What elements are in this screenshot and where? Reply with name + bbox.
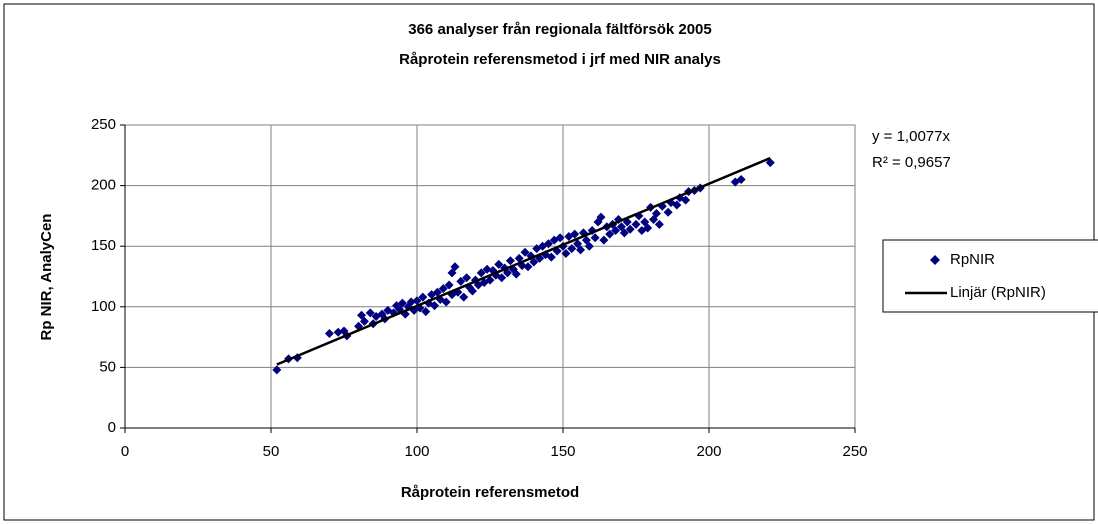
point: [467, 286, 477, 296]
point: [476, 268, 486, 278]
point: [643, 223, 653, 233]
y-tick-label: 200: [91, 177, 116, 194]
point: [450, 262, 460, 272]
point: [418, 292, 428, 302]
trendline: [276, 156, 771, 366]
point: [485, 275, 495, 285]
chart-title: 366 analyser från regionala fältförsök 2…: [408, 21, 711, 38]
chart-subtitle: Råprotein referensmetod i jrf med NIR an…: [399, 51, 721, 68]
legend-label: Linjär (RpNIR): [950, 284, 1046, 301]
point: [397, 298, 407, 308]
point: [631, 219, 641, 229]
x-tick-label: 250: [842, 443, 867, 460]
point: [663, 207, 673, 217]
point: [406, 297, 416, 307]
point: [555, 233, 565, 243]
point: [520, 247, 530, 257]
y-tick-label: 100: [91, 298, 116, 315]
point: [494, 259, 504, 269]
x-tick-label: 200: [696, 443, 721, 460]
point: [514, 253, 524, 263]
legend-label: RpNIR: [950, 251, 995, 268]
point: [497, 273, 507, 283]
point: [444, 280, 454, 290]
point: [412, 296, 422, 306]
point: [503, 268, 513, 278]
point: [651, 208, 661, 218]
r-squared: R² = 0,9657: [872, 154, 951, 171]
point: [462, 273, 472, 283]
point: [459, 292, 469, 302]
point: [523, 262, 533, 272]
point: [511, 269, 521, 279]
point: [599, 235, 609, 245]
point: [596, 212, 606, 222]
point: [324, 328, 334, 338]
point: [576, 245, 586, 255]
x-axis-title: Råprotein referensmetod: [401, 484, 579, 501]
point: [605, 229, 615, 239]
point: [438, 284, 448, 294]
point: [567, 244, 577, 254]
point: [505, 256, 515, 266]
point: [272, 365, 282, 375]
x-tick-label: 150: [550, 443, 575, 460]
point: [456, 276, 466, 286]
y-tick-label: 150: [91, 237, 116, 254]
point: [546, 252, 556, 262]
point: [421, 307, 431, 317]
point: [672, 200, 682, 210]
legend-marker: [930, 255, 940, 265]
point: [365, 308, 375, 318]
point: [654, 219, 664, 229]
x-tick-label: 100: [404, 443, 429, 460]
y-axis-title: Rp NIR, AnalyCen: [38, 214, 55, 341]
point: [359, 316, 369, 326]
y-tick-label: 250: [91, 116, 116, 133]
y-tick-label: 50: [99, 358, 116, 375]
equation: y = 1,0077x: [872, 128, 950, 145]
point: [441, 297, 451, 307]
point: [584, 241, 594, 251]
point: [482, 264, 492, 274]
point: [432, 287, 442, 297]
point: [590, 233, 600, 243]
point: [736, 175, 746, 185]
point: [619, 228, 629, 238]
point: [570, 229, 580, 239]
point: [681, 195, 691, 205]
x-tick-label: 50: [263, 443, 280, 460]
y-tick-label: 0: [108, 419, 116, 436]
point: [625, 224, 635, 234]
legend-box: [882, 239, 1098, 313]
point: [543, 239, 553, 249]
point: [430, 301, 440, 311]
x-tick-label: 0: [121, 443, 129, 460]
point: [611, 225, 621, 235]
point: [529, 257, 539, 267]
point: [333, 327, 343, 337]
point: [561, 248, 571, 258]
